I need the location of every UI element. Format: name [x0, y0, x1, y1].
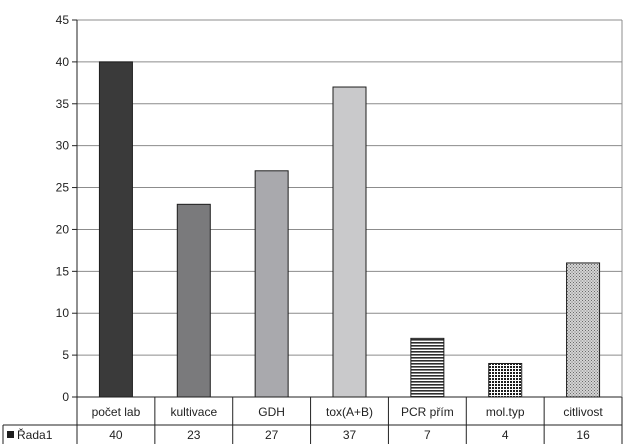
bar: [566, 262, 601, 398]
y-tick-label: 45: [56, 13, 70, 27]
y-tick-label: 40: [56, 55, 70, 69]
category-label: mol.typ: [486, 405, 525, 419]
legend-key: [7, 431, 14, 438]
category-label: PCR přím: [401, 405, 454, 419]
category-label: tox(A+B): [326, 405, 373, 419]
category-label: počet lab: [92, 405, 141, 419]
y-tick-label: 25: [56, 181, 70, 195]
y-axis-ticks: 0 5 10 15 20 25 30 35 40 45: [56, 13, 77, 404]
y-tick-label: 0: [62, 390, 69, 404]
y-tick-label: 30: [56, 139, 70, 153]
bar: [410, 337, 445, 398]
category-label: citlivost: [563, 405, 603, 419]
bar: [332, 86, 367, 398]
data-value-label: 7: [424, 428, 431, 442]
y-tick-label: 10: [56, 306, 70, 320]
category-label: GDH: [258, 405, 285, 419]
bar: [176, 203, 211, 398]
y-tick-label: 35: [56, 97, 70, 111]
y-tick-label: 15: [56, 264, 70, 278]
data-value-label: 23: [187, 428, 201, 442]
data-value-label: 37: [343, 428, 357, 442]
data-value-label: 40: [109, 428, 123, 442]
y-tick-label: 20: [56, 222, 70, 236]
bar: [98, 61, 133, 398]
y-tick-label: 5: [62, 348, 69, 362]
data-value-label: 4: [502, 428, 509, 442]
bars: [98, 61, 601, 398]
category-label: kultivace: [170, 405, 217, 419]
data-value-label: 16: [576, 428, 590, 442]
bar: [488, 362, 523, 398]
data-value-label: 27: [265, 428, 279, 442]
legend-series-name: Řada1: [17, 427, 53, 442]
data-table: počet lab kultivace GDH tox(A+B) PCR přím mol…: [2, 397, 623, 444]
bar: [254, 170, 289, 398]
